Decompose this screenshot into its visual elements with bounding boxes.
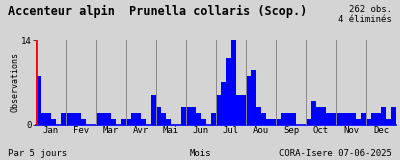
Bar xyxy=(356,119,361,125)
Bar xyxy=(371,113,376,125)
Bar xyxy=(366,119,371,125)
Bar xyxy=(291,113,296,125)
Bar xyxy=(246,76,251,125)
Bar xyxy=(51,119,56,125)
Bar xyxy=(346,113,351,125)
Bar xyxy=(76,113,81,125)
Bar xyxy=(251,70,256,125)
Bar xyxy=(136,113,141,125)
Bar xyxy=(166,119,171,125)
Bar xyxy=(266,119,271,125)
Bar xyxy=(286,113,291,125)
Bar xyxy=(336,113,341,125)
Bar xyxy=(126,119,131,125)
Bar xyxy=(326,113,331,125)
Bar xyxy=(181,107,186,125)
Bar xyxy=(341,113,346,125)
Y-axis label: Observations: Observations xyxy=(11,52,20,112)
Bar xyxy=(381,107,386,125)
Bar xyxy=(316,107,321,125)
Bar xyxy=(321,107,326,125)
Text: Mois: Mois xyxy=(189,149,211,158)
Bar xyxy=(331,113,336,125)
Bar xyxy=(186,107,191,125)
Bar xyxy=(241,95,246,125)
Bar xyxy=(386,119,391,125)
Bar xyxy=(211,113,216,125)
Bar xyxy=(256,107,261,125)
Bar xyxy=(196,113,201,125)
Bar xyxy=(216,95,221,125)
Bar xyxy=(61,113,66,125)
Text: CORA-Isere 07-06-2025: CORA-Isere 07-06-2025 xyxy=(279,149,392,158)
Bar xyxy=(71,113,76,125)
Bar xyxy=(111,119,116,125)
Bar xyxy=(191,107,196,125)
Bar xyxy=(276,119,281,125)
Bar xyxy=(311,101,316,125)
Bar xyxy=(261,113,266,125)
Bar xyxy=(81,119,86,125)
Bar xyxy=(236,95,241,125)
Bar xyxy=(101,113,106,125)
Bar xyxy=(161,113,166,125)
Bar xyxy=(96,113,101,125)
Bar xyxy=(306,119,311,125)
Bar xyxy=(66,113,71,125)
Bar xyxy=(151,95,156,125)
Text: Accenteur alpin  Prunella collaris (Scop.): Accenteur alpin Prunella collaris (Scop.… xyxy=(8,5,307,18)
Bar xyxy=(121,119,126,125)
Bar xyxy=(46,113,51,125)
Bar xyxy=(36,76,41,125)
Bar xyxy=(221,82,226,125)
Bar xyxy=(41,113,46,125)
Bar xyxy=(231,40,236,125)
Bar xyxy=(156,107,161,125)
Bar xyxy=(351,113,356,125)
Bar xyxy=(141,119,146,125)
Bar xyxy=(391,107,396,125)
Bar xyxy=(226,58,231,125)
Bar xyxy=(201,119,206,125)
Bar xyxy=(131,113,136,125)
Bar xyxy=(106,113,111,125)
Bar xyxy=(361,113,366,125)
Bar xyxy=(271,119,276,125)
Bar xyxy=(376,113,381,125)
Bar xyxy=(281,113,286,125)
Text: Par 5 jours: Par 5 jours xyxy=(8,149,67,158)
Text: 262 obs.
4 éliminés: 262 obs. 4 éliminés xyxy=(338,5,392,24)
